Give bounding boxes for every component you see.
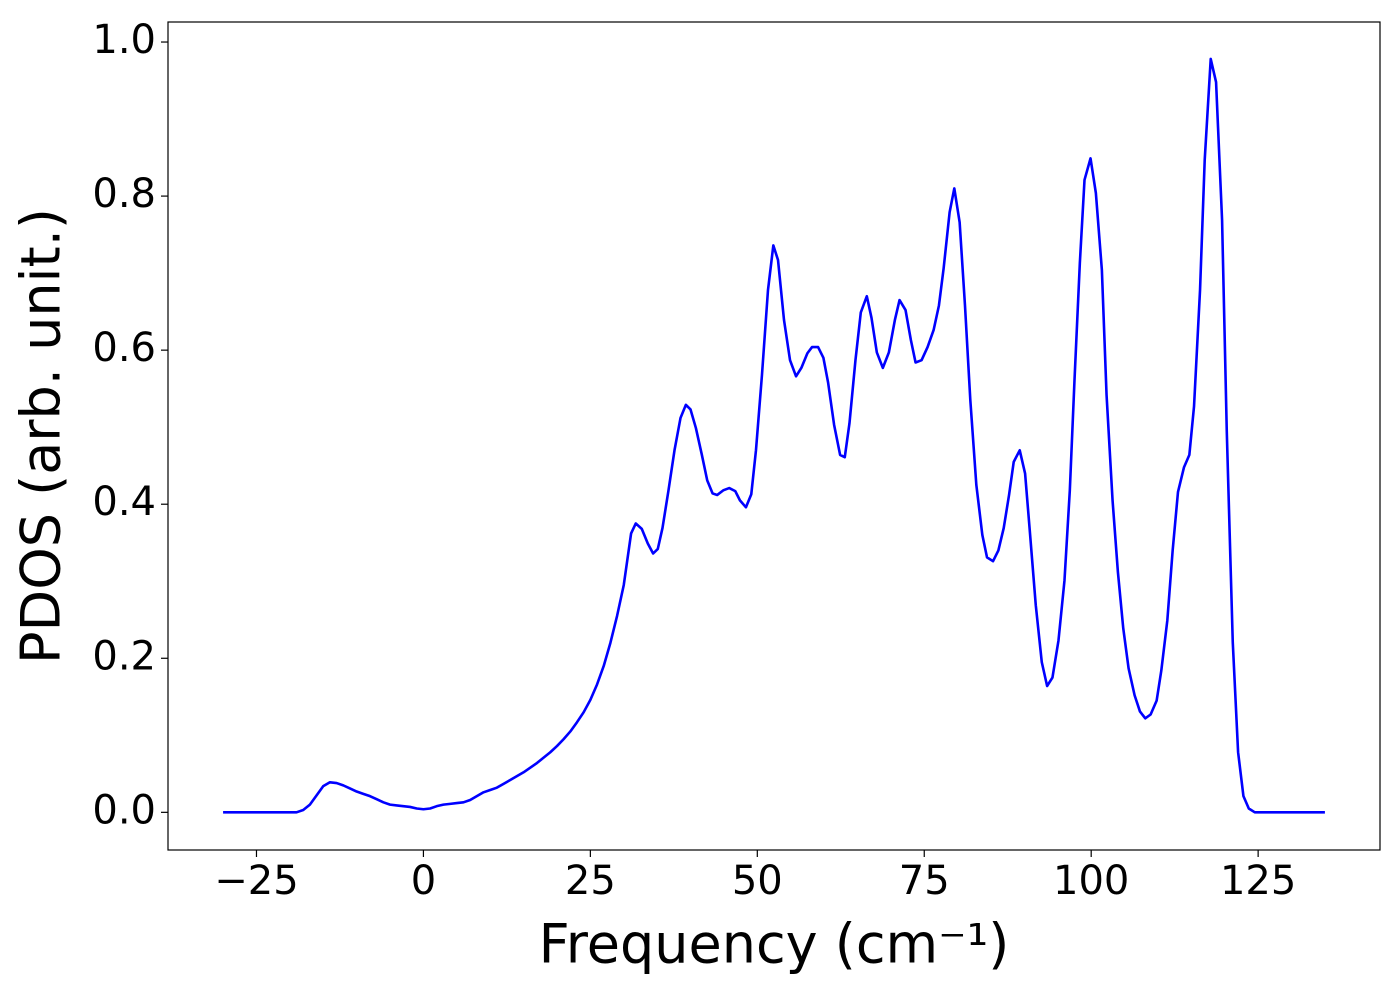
x-tick-label: 25 (565, 858, 616, 904)
y-tick-label: 0.0 (92, 787, 156, 833)
x-tick-label: 125 (1220, 858, 1296, 904)
x-tick-label: −25 (214, 858, 298, 904)
y-tick-label: 0.2 (92, 633, 156, 679)
x-tick-label: 0 (411, 858, 436, 904)
y-tick-label: 0.6 (92, 325, 156, 371)
y-axis-label: PDOS (arb. unit.) (10, 208, 73, 664)
y-tick-label: 1.0 (92, 17, 156, 63)
y-tick-label: 0.8 (92, 171, 156, 217)
x-tick-label: 50 (732, 858, 783, 904)
plot-frame (167, 21, 1381, 851)
x-tick-label: 100 (1053, 858, 1129, 904)
x-axis-label: Frequency (cm⁻¹) (539, 913, 1010, 976)
y-tick-label: 0.4 (92, 479, 156, 525)
data-line (223, 57, 1325, 814)
x-tick-label: 75 (899, 858, 950, 904)
